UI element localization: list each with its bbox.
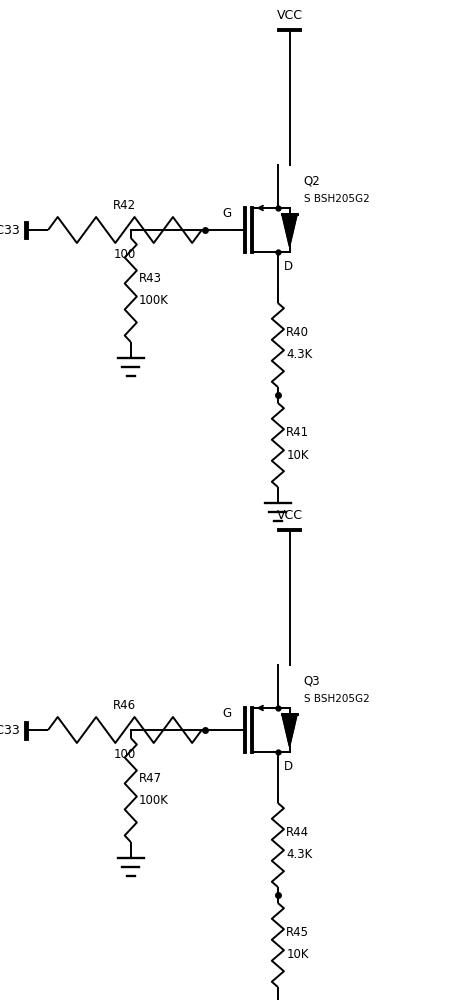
Text: VCC33: VCC33 bbox=[0, 724, 21, 736]
Text: S BSH205G2: S BSH205G2 bbox=[304, 194, 369, 204]
Text: 4.3K: 4.3K bbox=[286, 848, 312, 861]
Text: Q2: Q2 bbox=[304, 175, 320, 188]
Polygon shape bbox=[282, 714, 297, 746]
Text: G: G bbox=[222, 707, 231, 720]
Text: VCC33: VCC33 bbox=[0, 224, 21, 236]
Text: 100K: 100K bbox=[139, 294, 169, 306]
Text: Q3: Q3 bbox=[304, 675, 320, 688]
Polygon shape bbox=[282, 214, 297, 246]
Text: VCC: VCC bbox=[276, 509, 303, 522]
Text: R42: R42 bbox=[113, 199, 136, 212]
Text: R47: R47 bbox=[139, 772, 163, 784]
Text: D: D bbox=[283, 760, 293, 773]
Text: S BSH205G2: S BSH205G2 bbox=[304, 694, 369, 704]
Text: G: G bbox=[222, 207, 231, 220]
Text: 10K: 10K bbox=[286, 449, 309, 462]
Text: 100: 100 bbox=[114, 248, 136, 261]
Text: R44: R44 bbox=[286, 826, 310, 839]
Text: R43: R43 bbox=[139, 271, 162, 284]
Text: R46: R46 bbox=[113, 699, 136, 712]
Text: 100: 100 bbox=[114, 748, 136, 761]
Text: 4.3K: 4.3K bbox=[286, 349, 312, 361]
Text: R45: R45 bbox=[286, 926, 309, 940]
Text: R40: R40 bbox=[286, 326, 309, 340]
Text: D: D bbox=[283, 260, 293, 273]
Text: VCC: VCC bbox=[276, 9, 303, 22]
Text: R41: R41 bbox=[286, 426, 310, 440]
Text: 10K: 10K bbox=[286, 948, 309, 962]
Text: 100K: 100K bbox=[139, 794, 169, 806]
